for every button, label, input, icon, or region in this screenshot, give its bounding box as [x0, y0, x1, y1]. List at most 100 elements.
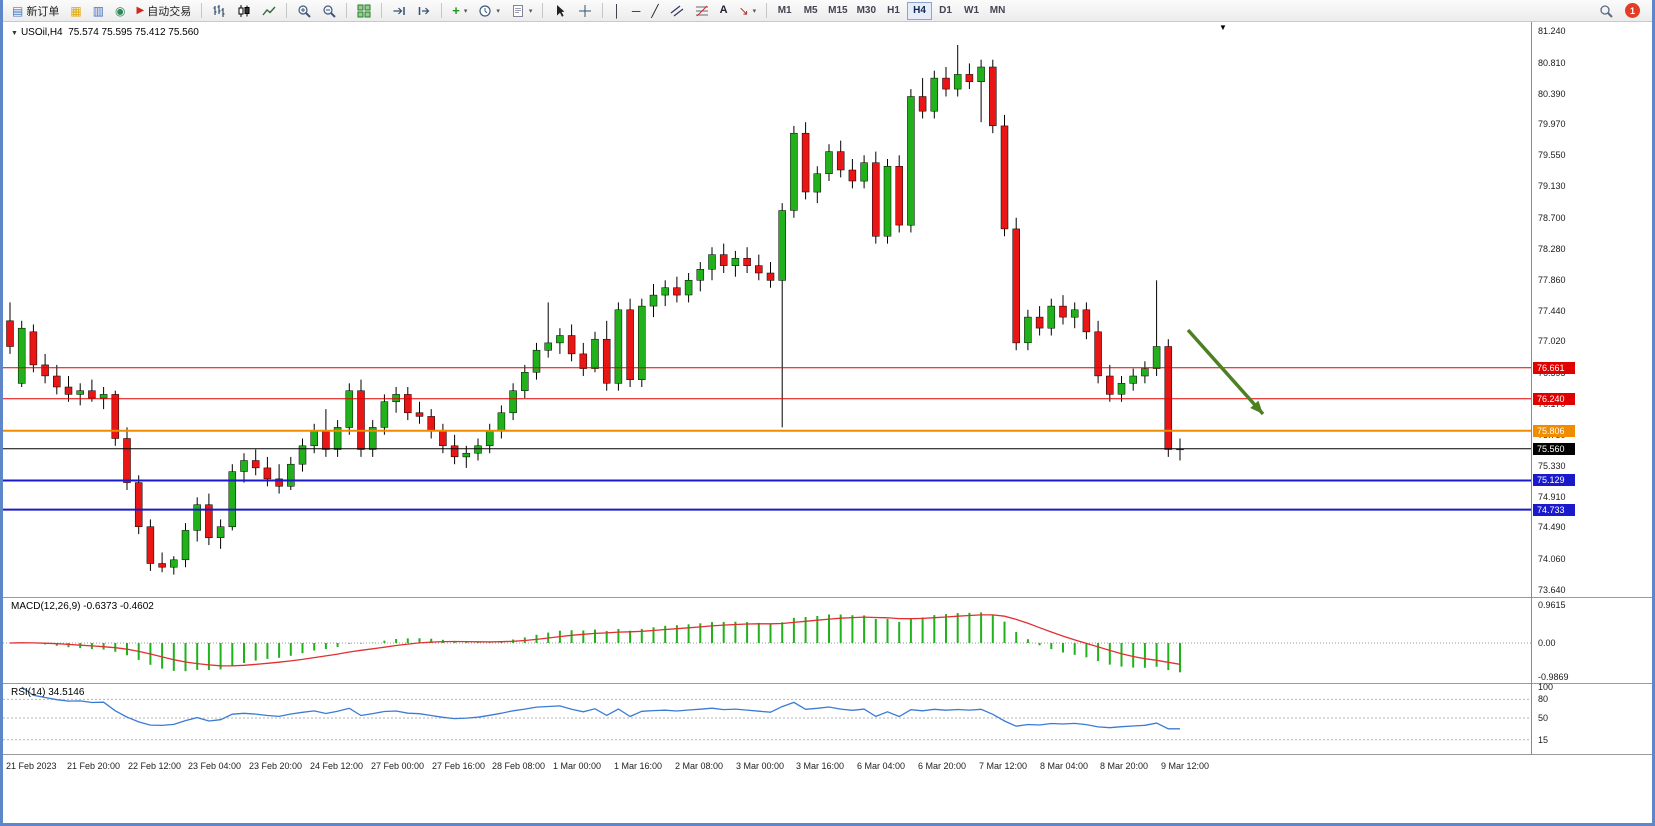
bar-chart-button[interactable]	[207, 1, 231, 21]
candle-body	[53, 375, 61, 388]
price-axis-tick: 74.490	[1538, 522, 1566, 532]
vertical-line-button[interactable]: │	[608, 1, 626, 21]
candle-body	[1012, 228, 1020, 344]
timeframe-m5-button[interactable]: M5	[798, 2, 823, 20]
candle-body	[567, 335, 576, 355]
candle-body	[287, 463, 295, 487]
candle-body	[134, 482, 143, 527]
zoom-out-button[interactable]	[317, 1, 341, 21]
trendline-button[interactable]: ╱	[646, 1, 663, 21]
rsi-chart[interactable]	[3, 684, 1531, 754]
cursor-icon	[553, 4, 567, 18]
panel-separator[interactable]	[3, 683, 1652, 684]
fibonacci-button[interactable]	[690, 1, 714, 21]
time-axis-label: 1 Mar 16:00	[614, 761, 663, 771]
horizontal-line-button[interactable]: ─	[627, 1, 646, 21]
candle-body	[719, 254, 728, 266]
candle-body	[88, 390, 96, 399]
rsi-label: RSI(14) 34.5146	[11, 687, 84, 698]
market-watch-button[interactable]: ▥	[88, 1, 109, 21]
macd-chart[interactable]	[3, 598, 1531, 683]
time-axis-label: 3 Mar 16:00	[796, 761, 845, 771]
candle-body	[989, 66, 997, 127]
candle-body	[743, 258, 751, 266]
arrow-tool-icon: ↘	[738, 3, 749, 18]
terminal-icon: ▦	[70, 3, 82, 18]
timeframe-m1-button[interactable]: M1	[772, 2, 797, 20]
timeframe-m30-button[interactable]: M30	[853, 2, 880, 20]
crosshair-icon	[578, 4, 592, 18]
candle-body	[509, 390, 517, 414]
candle-body	[895, 166, 903, 226]
price-tag-75.806: 75.806	[1533, 425, 1575, 437]
search-button[interactable]	[1594, 1, 1618, 21]
candle-body	[556, 335, 564, 344]
one-click-trading-toggle[interactable]: ▼	[11, 30, 18, 37]
tile-windows-button[interactable]	[352, 1, 376, 21]
candle-body	[310, 430, 318, 447]
macd-axis-tick: 0.00	[1538, 638, 1556, 648]
candle-body	[450, 445, 459, 458]
arrows-button[interactable]: ↘ ▾	[734, 1, 762, 21]
periods-button[interactable]: ▾	[473, 1, 505, 21]
terminal-button[interactable]: ▦	[65, 1, 86, 21]
chart-shift-button[interactable]	[412, 1, 436, 21]
panel-separator[interactable]	[3, 597, 1652, 598]
auto-scroll-button[interactable]	[387, 1, 411, 21]
trend-arrow-head	[1250, 400, 1263, 414]
candle-body	[755, 265, 763, 274]
channel-button[interactable]	[665, 1, 689, 21]
timeframe-m15-button[interactable]: M15	[824, 2, 851, 20]
navigator-button[interactable]: ◉	[110, 1, 130, 21]
chevron-down-icon: ▾	[496, 7, 500, 15]
rsi-axis-tick: 50	[1538, 713, 1549, 723]
templates-button[interactable]: ▾	[506, 1, 538, 21]
price-axis-tick: 73.640	[1538, 585, 1566, 595]
time-axis-label: 27 Feb 16:00	[432, 761, 486, 771]
candlestick-chart-button[interactable]	[232, 1, 256, 21]
price-axis-separator	[1531, 22, 1532, 755]
toolbar-separator	[542, 3, 544, 18]
search-icon	[1599, 4, 1613, 18]
timeframe-d1-button[interactable]: D1	[933, 2, 958, 20]
price-axis-tick: 79.970	[1538, 119, 1566, 129]
timeframe-h4-button[interactable]: H4	[907, 1, 933, 20]
text-button[interactable]: A	[715, 1, 733, 21]
candle-body	[170, 559, 178, 568]
time-axis-label: 27 Feb 00:00	[371, 761, 425, 771]
indicators-button[interactable]: + ▾	[447, 1, 472, 21]
time-axis-label: 8 Mar 20:00	[1100, 761, 1149, 771]
timeframe-h1-button[interactable]: H1	[881, 2, 906, 20]
zoom-in-button[interactable]	[292, 1, 316, 21]
chevron-down-icon: ▾	[528, 7, 533, 15]
candle-body	[392, 394, 400, 403]
scroll-end-marker[interactable]: ▼	[1219, 23, 1227, 32]
auto-trading-label: 自动交易	[147, 5, 192, 18]
time-axis[interactable]: 21 Feb 2023 21 Feb 20:00 22 Feb 12:00 23 Fe…	[3, 755, 1531, 779]
zoom-in-icon	[297, 4, 311, 18]
candle-body	[240, 460, 248, 472]
time-axis-label: 21 Feb 2023	[6, 761, 57, 771]
crosshair-button[interactable]	[573, 1, 597, 21]
candle-body	[626, 309, 634, 380]
chart-ohlc-values: 75.574 75.595 75.412 75.560	[68, 27, 199, 38]
auto-trading-button[interactable]: ▶ 自动交易	[132, 1, 197, 21]
new-order-icon: ▤	[12, 3, 24, 18]
line-chart-button[interactable]	[257, 1, 281, 21]
price-axis[interactable]: 81.240 80.810 80.390 79.970 79.550 79.130 78.7…	[1532, 22, 1652, 755]
time-axis-label: 3 Mar 00:00	[736, 761, 785, 771]
time-axis-label: 23 Feb 04:00	[188, 761, 242, 771]
new-order-button[interactable]: ▤ 新订单	[7, 1, 64, 21]
toolbar-separator	[286, 3, 288, 18]
trend-arrow[interactable]	[1186, 328, 1265, 416]
market-watch-icon: ▥	[92, 3, 105, 18]
price-chart[interactable]	[3, 22, 1531, 597]
price-tag-76.240: 76.240	[1533, 393, 1575, 405]
notification-badge[interactable]: 1	[1625, 3, 1640, 18]
timeframe-mn-button[interactable]: MN	[985, 2, 1010, 20]
timeframe-w1-button[interactable]: W1	[959, 2, 984, 20]
candle-body	[918, 96, 927, 112]
cursor-button[interactable]	[548, 1, 572, 21]
auto-scroll-icon	[392, 4, 406, 18]
